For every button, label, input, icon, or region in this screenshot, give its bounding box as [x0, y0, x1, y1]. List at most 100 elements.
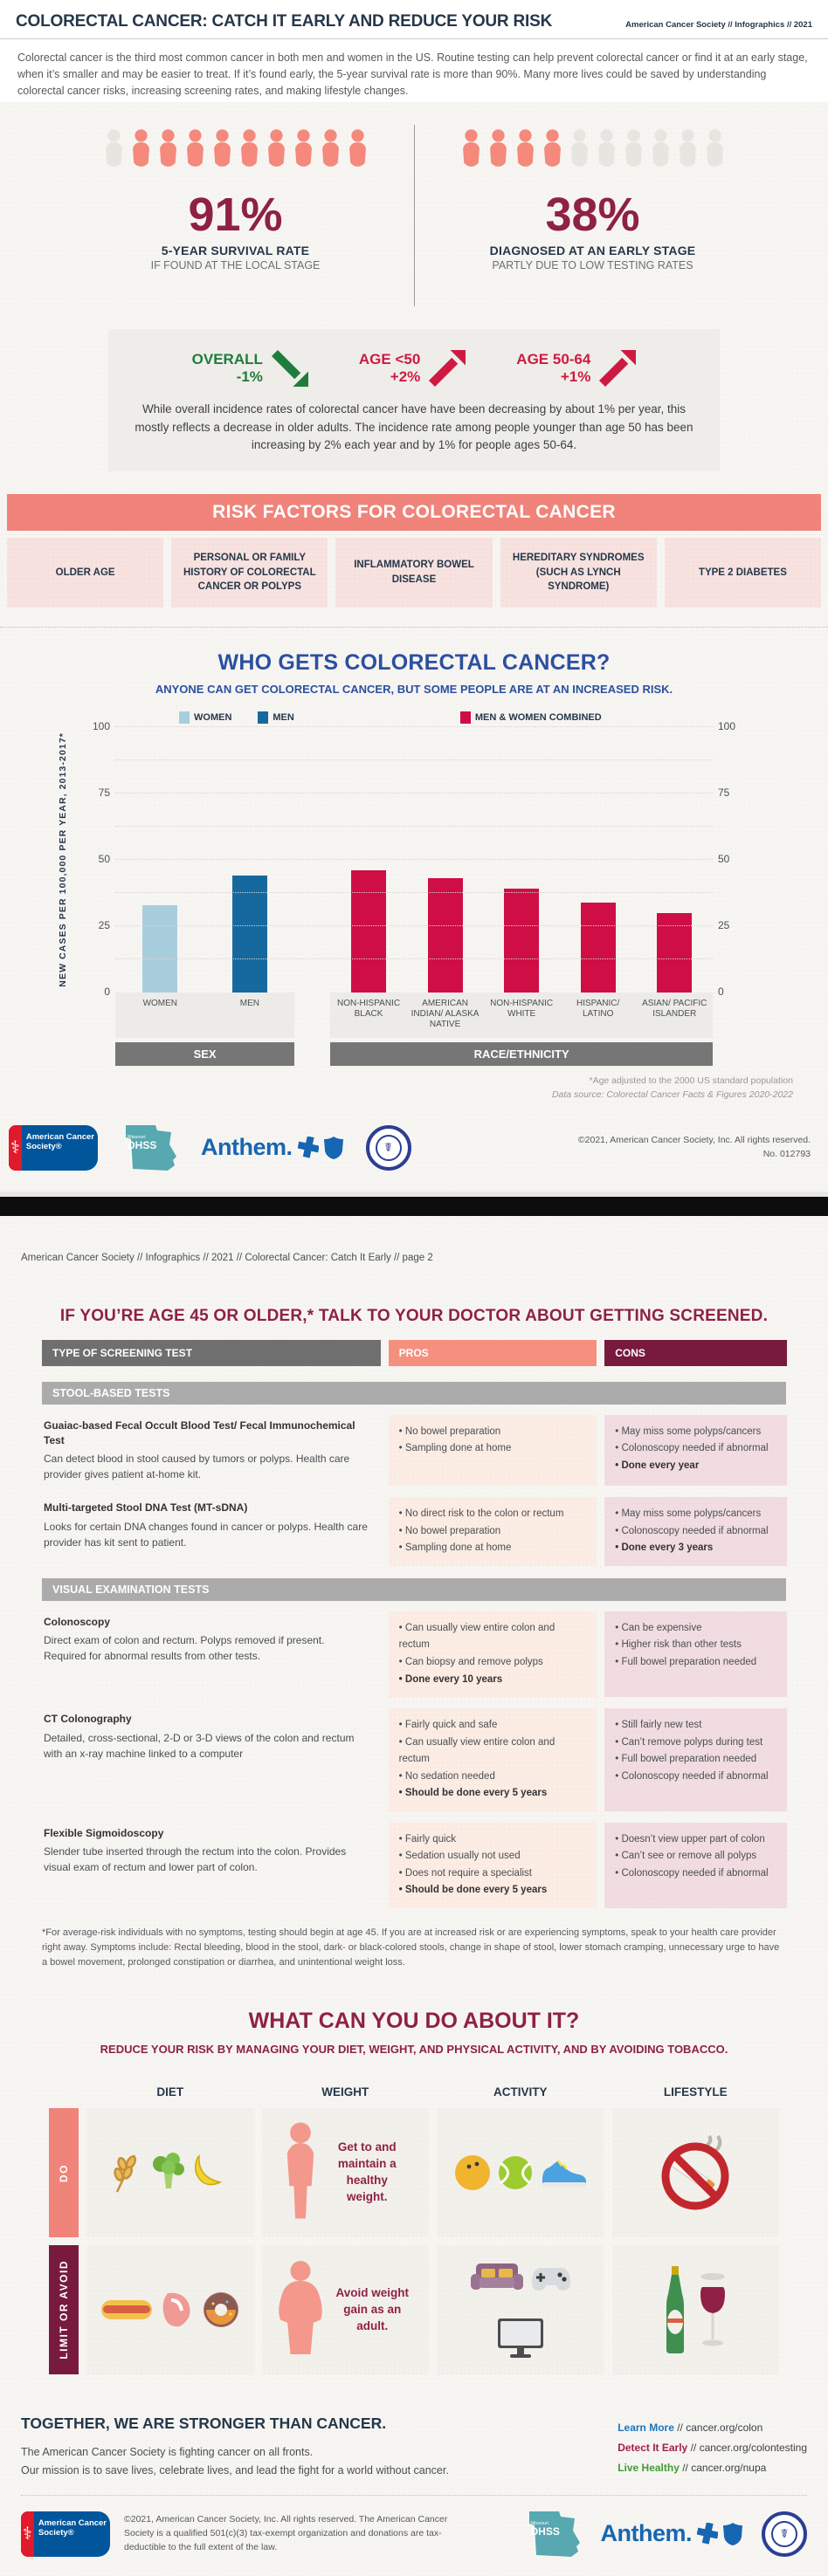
gridline: [115, 859, 713, 860]
test-name: Guaiac-based Fecal Occult Blood Test/ Fe…: [44, 1419, 355, 1446]
footer-link[interactable]: Live Healthy // cancer.org/nupa: [618, 2461, 767, 2474]
screening-title: IF YOU’RE AGE 45 OR OLDER,* TALK TO YOUR…: [59, 1306, 769, 1325]
y-axis-tick-label: 0: [718, 986, 724, 998]
cons-cell: Still fairly new testCan’t remove polyps…: [604, 1708, 787, 1811]
column-header-cons: CONS: [604, 1339, 787, 1366]
bar-non-hispanic-black: [351, 870, 387, 993]
anthem-wordmark: Anthem.: [600, 2520, 693, 2547]
healthy-person-icon: [281, 2120, 320, 2225]
meat-icon: [159, 2290, 196, 2330]
bar-non-hispanic-white: [504, 889, 540, 993]
person-icon: [105, 129, 122, 168]
missouri-colorectal-cancer-roundtable-seal: ☤: [365, 1124, 411, 1171]
section-divider: [0, 627, 828, 628]
gridline: [115, 958, 713, 959]
person-icon: [543, 129, 561, 168]
pros-cell: Fairly quickSedation usually not usedDoe…: [388, 1822, 597, 1909]
page1-copyright: ©2021, American Cancer Society, Inc. All…: [578, 1134, 811, 1162]
screening-table-header: TYPE OF SCREENING TEST PROS CONS: [42, 1339, 787, 1366]
gridline: [115, 726, 713, 727]
link-label[interactable]: Live Healthy: [618, 2461, 680, 2474]
prevention-subtitle: REDUCE YOUR RISK BY MANAGING YOUR DIET, …: [100, 2043, 728, 2057]
test-name-cell: Colonoscopy Direct exam of colon and rect…: [42, 1611, 381, 1697]
bullet-item: Full bowel preparation needed: [615, 1654, 776, 1672]
test-name: CT Colonography: [44, 1713, 132, 1726]
link-url[interactable]: cancer.org/nupa: [691, 2461, 767, 2474]
cons-cell: May miss some polyps/cancersColonoscopy …: [604, 1497, 787, 1566]
test-description: Direct exam of colon and rectum. Polyps …: [44, 1634, 325, 1663]
category-label: ASIAN/ PACIFIC ISLANDER: [642, 999, 707, 1019]
diagnosed-percentage: 38%: [545, 189, 640, 242]
person-icon: [186, 129, 204, 168]
screening-table: TYPE OF SCREENING TEST PROS CONS STOOL-B…: [42, 1339, 787, 1909]
bar-group: [330, 727, 713, 993]
page-1: COLORECTAL CANCER: CATCH IT EARLY AND RE…: [0, 0, 828, 1192]
y-axis-tick-label: 50: [718, 853, 730, 865]
table-row: Guaiac-based Fecal Occult Blood Test/ Fe…: [42, 1414, 787, 1487]
breadcrumb: American Cancer Society // Infographics …: [21, 1252, 433, 1263]
bar-american-indian-alaska-native: [427, 878, 463, 993]
link-label[interactable]: Learn More: [618, 2421, 674, 2435]
tv-icon: [494, 2317, 547, 2359]
chart-bars: [115, 727, 713, 993]
partner-logos: Missouri DHSS Anthem. ☤: [524, 2508, 807, 2560]
bullet-item: Done every 3 years: [615, 1540, 776, 1557]
test-name: Colonoscopy: [44, 1615, 111, 1628]
category-label-strip: WOMEN MEN: [115, 993, 295, 1038]
bullet-item: Colonoscopy needed if abnormal: [615, 1523, 776, 1541]
risk-factor-box: INFLAMMATORY BOWEL DISEASE: [335, 538, 493, 608]
survival-stats-section: 91% 5-YEAR SURVIVAL RATE IF FOUND AT THE…: [0, 102, 828, 315]
bowling-ball-icon: [453, 2154, 492, 2192]
blue-cross-icon: [297, 1136, 319, 1158]
footer-link[interactable]: Learn More // cancer.org/colon: [618, 2421, 763, 2435]
y-axis-tick-label: 0: [104, 986, 110, 998]
acs-caduceus-icon: ⚕: [9, 1124, 22, 1171]
chart-subtitle: ANYONE CAN GET COLORECTAL CANCER, BUT SO…: [155, 683, 673, 696]
survival-label: 5-YEAR SURVIVAL RATE: [161, 244, 310, 258]
bullet-item: Can be expensive: [615, 1620, 776, 1638]
trend-up-arrow-icon: [599, 350, 637, 388]
risk-factor-box: HEREDITARY SYNDROMES (SUCH AS LYNCH SYND…: [500, 538, 657, 608]
column-header-test-type: TYPE OF SCREENING TEST: [42, 1339, 381, 1366]
link-url[interactable]: cancer.org/colontesting: [699, 2441, 807, 2454]
chart-footnote-2: Data source: Colorectal Cancer Facts & F…: [551, 1089, 793, 1100]
table-section-heading: VISUAL EXAMINATION TESTS: [42, 1577, 786, 1601]
y-axis-label: NEW CASES PER 100,000 PER YEAR, 2013-201…: [58, 732, 68, 987]
footer-link[interactable]: Detect It Early // cancer.org/colontesti…: [618, 2441, 807, 2454]
risk-factors-banner: RISK FACTORS FOR COLORECTAL CANCER: [7, 494, 821, 531]
document-number: No. 012793: [762, 1148, 811, 1159]
legal-text: ©2021, American Cancer Society, Inc. All…: [124, 2514, 448, 2552]
page2-footer: TOGETHER, WE ARE STRONGER THAN CANCER. T…: [0, 2415, 828, 2576]
bullet-item: Colonoscopy needed if abnormal: [615, 1769, 776, 1786]
bar-chart: NEW CASES PER 100,000 PER YEAR, 2013-201…: [58, 720, 746, 1066]
link-label[interactable]: Detect It Early: [618, 2441, 688, 2454]
link-url[interactable]: cancer.org/colon: [686, 2421, 763, 2435]
bullet-item: Done every 10 years: [399, 1672, 587, 1689]
prevention-cell: [437, 2245, 604, 2375]
diagnosed-label: DIAGNOSED AT AN EARLY STAGE: [489, 244, 696, 258]
no-smoking-icon: [653, 2131, 737, 2215]
legend-swatch: [258, 711, 269, 724]
person-icon: [570, 129, 588, 168]
column-header-activity: ACTIVITY: [493, 2085, 548, 2099]
prevention-cell: [86, 2108, 254, 2238]
missouri-colorectal-cancer-roundtable-seal: ☤: [762, 2511, 807, 2557]
bullet-item: No sedation needed: [399, 1769, 587, 1786]
prevention-title: WHAT CAN YOU DO ABOUT IT?: [248, 2009, 580, 2034]
person-icon: [489, 129, 507, 168]
banana-icon: [194, 2153, 232, 2193]
y-axis-tick-label: 75: [718, 787, 730, 799]
prevention-cell: Get to and maintain a healthy weight.: [261, 2108, 429, 2238]
incidence-trend-box: OVERALL -1% AGE <50 +2% AGE 50-64 +1% While o…: [108, 329, 720, 471]
bullet-item: No bowel preparation: [399, 1523, 587, 1541]
trend-item: AGE <50 +2%: [359, 350, 466, 388]
person-icon: [706, 129, 723, 168]
overweight-person-icon: [276, 2257, 325, 2362]
bullet-item: Doesn’t view upper part of colon: [615, 1831, 776, 1849]
bullet-item: Should be done every 5 years: [399, 1785, 587, 1803]
donut-icon: [201, 2290, 241, 2330]
cons-cell: May miss some polyps/cancersColonoscopy …: [604, 1414, 787, 1487]
blue-shield-icon: [323, 1136, 343, 1159]
bullet-item: May miss some polyps/cancers: [615, 1506, 776, 1523]
table-row: Flexible Sigmoidoscopy Slender tube inser…: [42, 1822, 787, 1909]
